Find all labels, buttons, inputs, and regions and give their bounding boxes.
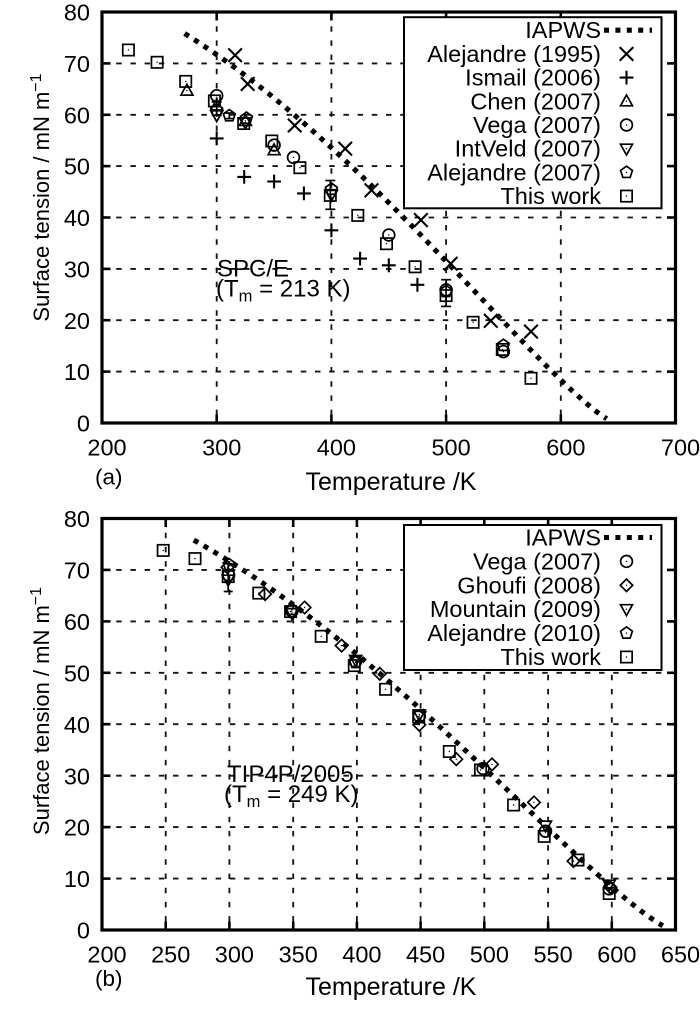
- svg-text:50: 50: [64, 154, 90, 180]
- svg-text:200: 200: [87, 942, 126, 968]
- svg-text:(a): (a): [95, 465, 123, 490]
- svg-text:80: 80: [64, 0, 90, 26]
- svg-text:Surface tension / mN m−1: Surface tension / mN m−1: [28, 73, 55, 321]
- svg-text:Alejandre (1995): Alejandre (1995): [427, 41, 601, 67]
- svg-text:550: 550: [533, 942, 572, 968]
- svg-text:70: 70: [64, 51, 90, 77]
- svg-text:300: 300: [215, 942, 254, 968]
- svg-text:650: 650: [661, 942, 700, 968]
- svg-text:Vega (2007): Vega (2007): [473, 112, 601, 138]
- svg-text:200: 200: [87, 435, 126, 461]
- svg-text:30: 30: [64, 257, 90, 283]
- svg-text:70: 70: [64, 558, 90, 584]
- svg-text:Ghoufi (2008): Ghoufi (2008): [457, 572, 601, 598]
- svg-text:This work: This work: [500, 183, 601, 209]
- svg-text:Ismail (2006): Ismail (2006): [465, 65, 601, 91]
- svg-text:400: 400: [317, 435, 356, 461]
- svg-text:40: 40: [64, 712, 90, 738]
- svg-text:20: 20: [64, 308, 90, 334]
- svg-text:40: 40: [64, 205, 90, 231]
- svg-text:Surface tension / mN m−1: Surface tension / mN m−1: [28, 587, 55, 835]
- svg-text:60: 60: [64, 102, 90, 128]
- svg-text:30: 30: [64, 763, 90, 789]
- svg-text:10: 10: [64, 359, 90, 385]
- svg-text:Vega (2007): Vega (2007): [473, 548, 601, 574]
- svg-text:Chen (2007): Chen (2007): [470, 88, 601, 114]
- svg-text:Mountain (2009): Mountain (2009): [430, 596, 601, 622]
- svg-text:10: 10: [64, 866, 90, 892]
- svg-text:Temperature /K: Temperature /K: [306, 973, 477, 1001]
- svg-text:50: 50: [64, 660, 90, 686]
- svg-text:500: 500: [431, 435, 470, 461]
- svg-text:300: 300: [202, 435, 241, 461]
- svg-text:Alejandre (2007): Alejandre (2007): [427, 159, 601, 185]
- svg-text:450: 450: [406, 942, 445, 968]
- svg-text:Alejandre (2010): Alejandre (2010): [427, 620, 601, 646]
- svg-text:(b): (b): [95, 966, 123, 991]
- svg-text:IAPWS: IAPWS: [525, 17, 601, 43]
- svg-text:0: 0: [77, 918, 90, 944]
- svg-text:20: 20: [64, 815, 90, 841]
- svg-text:60: 60: [64, 609, 90, 635]
- svg-text:SPC/E: SPC/E: [217, 256, 289, 283]
- svg-text:TIP4P/2005: TIP4P/2005: [227, 761, 354, 788]
- svg-text:600: 600: [546, 435, 585, 461]
- svg-text:250: 250: [151, 942, 190, 968]
- svg-text:80: 80: [64, 506, 90, 532]
- svg-text:IAPWS: IAPWS: [525, 525, 601, 551]
- svg-text:(Tm = 249 K): (Tm = 249 K): [224, 781, 358, 811]
- svg-text:700: 700: [661, 435, 700, 461]
- svg-text:500: 500: [470, 942, 509, 968]
- svg-text:400: 400: [342, 942, 381, 968]
- svg-text:600: 600: [597, 942, 636, 968]
- svg-text:0: 0: [77, 411, 90, 437]
- svg-text:Temperature /K: Temperature /K: [306, 468, 477, 496]
- svg-text:IntVeld (2007): IntVeld (2007): [455, 136, 601, 162]
- svg-text:350: 350: [279, 942, 318, 968]
- svg-text:(Tm = 213 K): (Tm = 213 K): [216, 276, 350, 306]
- svg-text:This work: This work: [500, 644, 601, 670]
